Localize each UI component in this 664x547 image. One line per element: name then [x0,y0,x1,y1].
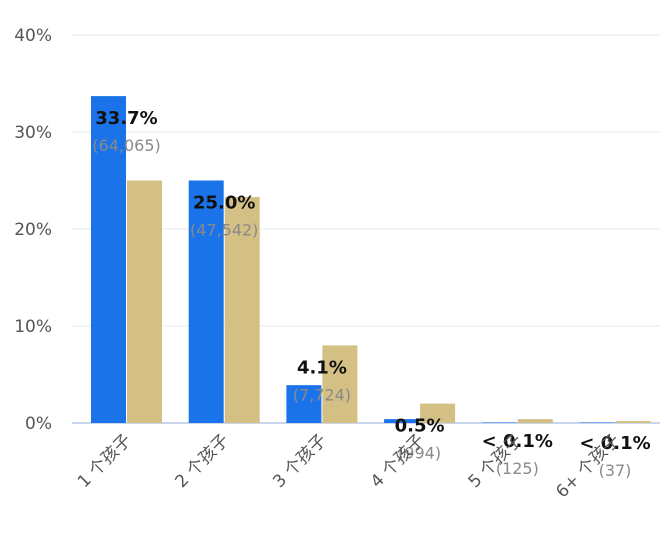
data-label-percent: 4.1% [297,357,347,378]
data-label-count: (47,542) [190,221,258,240]
y-tick-label: 0% [25,414,52,434]
x-tick-label: 3 个孩子 [269,430,331,492]
y-tick-label: 40% [14,26,52,46]
data-label-count: (125) [496,459,539,478]
bar-secondary [517,419,553,423]
y-axis-ticks: 0% 10% 20% 30% 40% [14,26,52,434]
y-tick-label: 10% [14,317,52,337]
bar-primary [188,180,224,423]
bar-secondary [615,421,651,423]
y-tick-label: 30% [14,123,52,143]
data-label-percent: < 0.1% [482,431,553,452]
data-label-percent: 25.0% [193,193,255,214]
gridlines [72,34,660,424]
data-label-percent: < 0.1% [579,433,650,454]
data-label-count: (994) [398,444,441,463]
bar-secondary [322,345,358,423]
y-tick-label: 20% [14,220,52,240]
bar-primary [286,385,322,423]
data-label-percent: 33.7% [95,108,157,129]
bar-primary [481,422,517,423]
bar-secondary [224,196,260,423]
bar-secondary [420,403,456,423]
bar-secondary [127,180,162,423]
data-label-count: (37) [599,461,632,480]
x-tick-label: 1 个孩子 [74,430,136,492]
data-label-count: (64,065) [92,136,160,155]
bar-primary [579,422,615,423]
bars [91,96,651,424]
bar-primary [91,96,126,424]
data-label-count: (7,724) [293,385,351,404]
x-tick-label: 2 个孩子 [172,430,234,492]
data-labels: 33.7% (64,065) 25.0% (47,542) 4.1% (7,724) 0.5… [92,108,650,480]
bar-primary [384,419,420,423]
data-label-percent: 0.5% [395,416,445,437]
